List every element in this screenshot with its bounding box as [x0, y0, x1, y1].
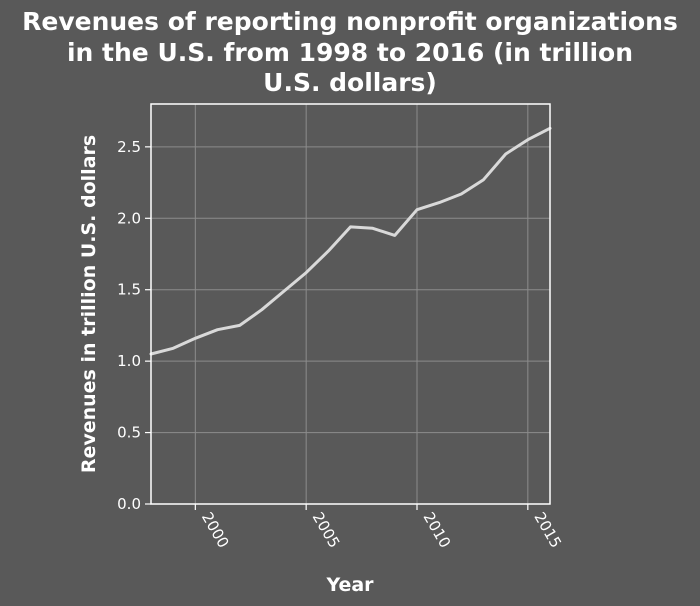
- chart-title-line-2: in the U.S. from 1998 to 2016 (in trilli…: [67, 38, 633, 67]
- series-line: [149, 126, 552, 356]
- y-tick-label: 1.0: [117, 352, 141, 370]
- data-point: [460, 192, 463, 196]
- data-point: [371, 227, 374, 230]
- x-tick-label: 2005: [309, 509, 344, 551]
- x-tick-label: 2000: [198, 509, 233, 551]
- data-point: [482, 178, 485, 181]
- chart-title-line-1: Revenues of reporting nonprofit organiza…: [22, 7, 678, 36]
- chart-title-line-3: U.S. dollars): [263, 68, 437, 97]
- x-axis-label: Year: [325, 574, 374, 596]
- data-point: [526, 138, 530, 141]
- data-point: [194, 337, 197, 340]
- data-point: [327, 249, 330, 253]
- y-tick-label: 2.0: [117, 209, 141, 227]
- y-tick-label: 0.5: [117, 424, 141, 442]
- y-tick-label: 0.0: [117, 495, 141, 513]
- data-point: [260, 308, 264, 311]
- grid-lines: [151, 104, 550, 504]
- x-tick-label: 2015: [530, 509, 565, 551]
- data-point: [504, 152, 507, 156]
- data-point: [415, 208, 419, 211]
- data-point: [304, 271, 308, 274]
- data-point: [171, 347, 175, 350]
- data-point: [238, 324, 241, 327]
- data-point: [282, 289, 286, 293]
- y-tick-label: 2.5: [117, 138, 141, 156]
- y-tick-label: 1.5: [117, 281, 141, 299]
- series-layer: [149, 126, 552, 356]
- plot-area-frame: [150, 103, 551, 505]
- y-axis-label: Revenues in trillion U.S. dollars: [78, 135, 100, 473]
- data-point: [216, 328, 219, 331]
- data-point: [349, 225, 352, 229]
- data-point: [393, 234, 397, 237]
- x-tick-label: 2010: [420, 509, 455, 551]
- data-point: [437, 201, 441, 204]
